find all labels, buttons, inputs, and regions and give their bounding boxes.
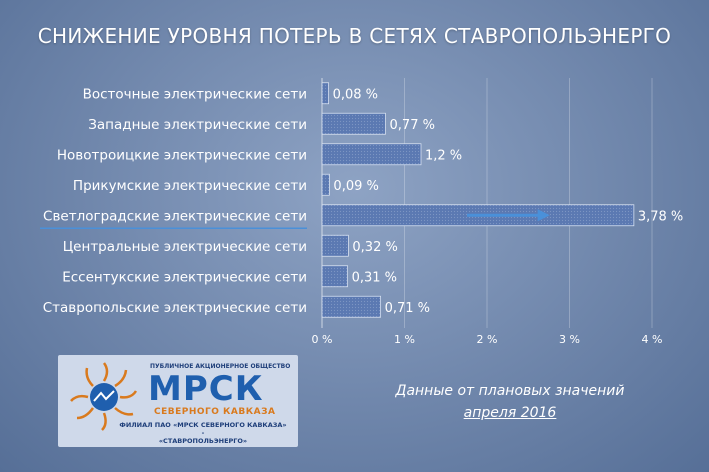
bar (321, 295, 381, 318)
bar (321, 143, 422, 166)
category-label: Светлоградские электрические сети (43, 208, 307, 224)
category-label: Новотроицкие электрические сети (57, 147, 307, 163)
category-label: Западные электрические сети (88, 117, 307, 133)
bar (321, 265, 348, 288)
value-label: 0,31 % (352, 270, 397, 285)
bar (321, 112, 386, 135)
bars (321, 82, 635, 318)
x-tick-label: 3 % (559, 333, 580, 346)
logo-top-text: ПУБЛИЧНОЕ АКЦИОНЕРНОЕ ОБЩЕСТВО (150, 363, 291, 370)
x-tick-label: 1 % (394, 333, 415, 346)
logo-branch-text: ФИЛИАЛ ПАО «МРСК СЕВЕРНОГО КАВКАЗА» - «С… (118, 421, 288, 445)
arrow-head-icon (537, 209, 550, 222)
x-tick-label: 2 % (477, 333, 498, 346)
lightning-globe-icon (70, 362, 138, 431)
logo-sub-text: СЕВЕРНОГО КАВКАЗА (154, 407, 276, 417)
value-label: 0,32 % (352, 240, 397, 255)
category-label: Ессентукские электрические сети (62, 269, 307, 285)
value-label: 1,2 % (425, 148, 462, 163)
company-logo: ПУБЛИЧНОЕ АКЦИОНЕРНОЕ ОБЩЕСТВО МРСК СЕВЕ… (58, 355, 298, 447)
logo-branch-line1: ФИЛИАЛ ПАО «МРСК СЕВЕРНОГО КАВКАЗА» - (119, 421, 287, 437)
value-label: 0,77 % (390, 118, 435, 133)
category-label: Восточные электрические сети (83, 86, 307, 102)
logo-main-text: МРСК (148, 369, 264, 409)
bar (321, 173, 330, 196)
category-label: Центральные электрические сети (63, 239, 307, 255)
value-label: 3,78 % (638, 209, 683, 224)
value-label: 0,08 % (333, 87, 378, 102)
note-line1: Данные от плановых значений (395, 383, 625, 399)
category-label: Прикумские электрические сети (73, 178, 307, 194)
x-tick-label: 0 % (312, 333, 333, 346)
x-tick-label: 4 % (642, 333, 663, 346)
logo-branch-line2: «СТАВРОПОЛЬЭНЕРГО» (158, 437, 248, 445)
value-label: 0,71 % (385, 301, 430, 316)
note-line2: апреля 2016 (463, 405, 557, 421)
category-label: Ставропольские электрические сети (43, 300, 307, 316)
value-label: 0,09 % (333, 179, 378, 194)
bar (321, 234, 349, 257)
chart-title: СНИЖЕНИЕ УРОВНЯ ПОТЕРЬ В СЕТЯХ СТАВРОПОЛ… (37, 24, 672, 48)
bar (321, 82, 329, 105)
data-source-note: Данные от плановых значений апреля 2016 (380, 380, 640, 424)
labels: 0 % 1 % 2 % 3 % 4 % Восточные электрические с… (40, 86, 683, 346)
